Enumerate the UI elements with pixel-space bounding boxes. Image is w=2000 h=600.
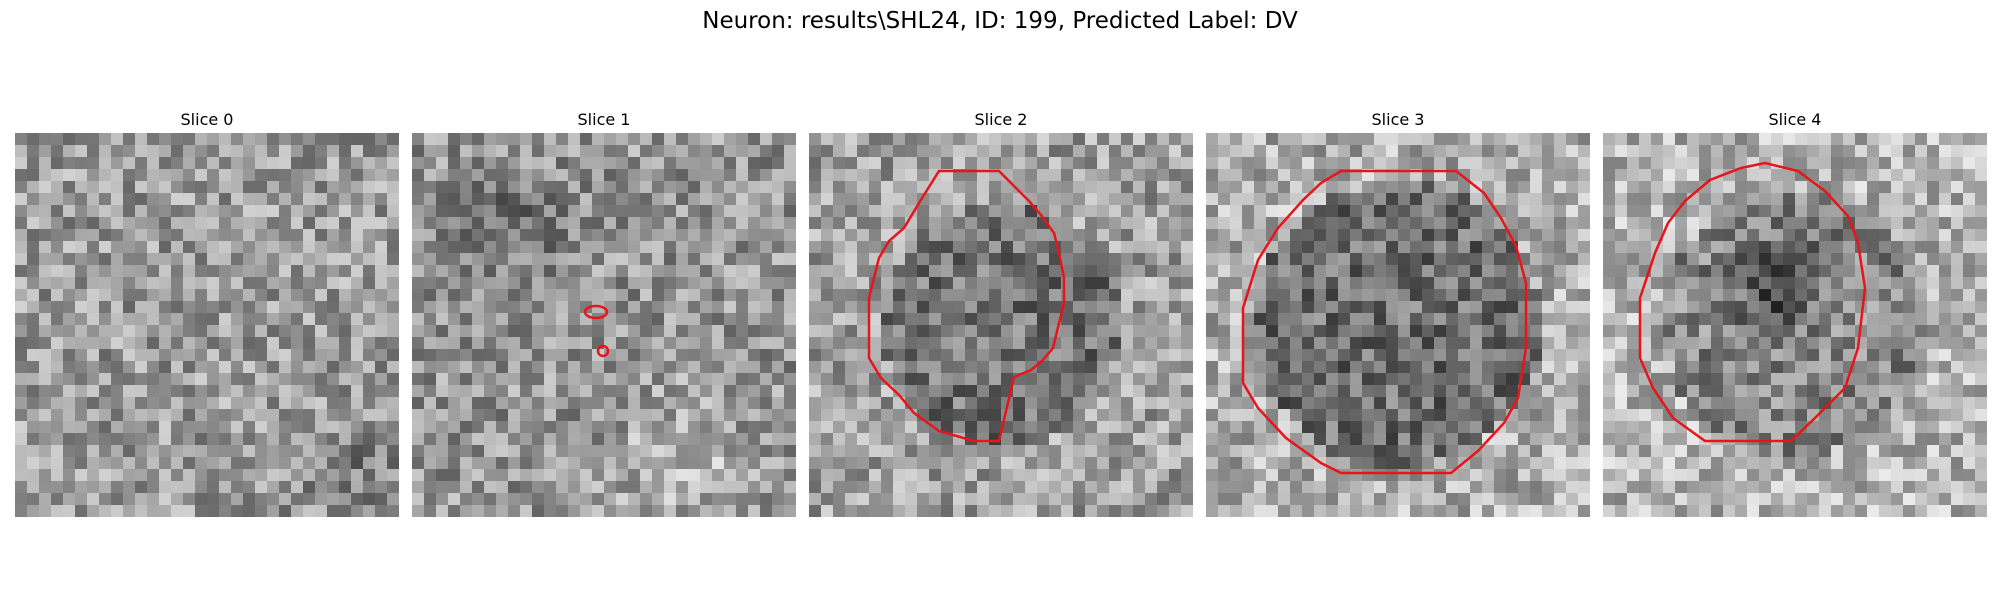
slice-panel-3: Slice 3 [1206,108,1590,517]
slice-panel-2: Slice 2 [809,108,1193,517]
slice-image [1603,133,1987,517]
slice-title: Slice 4 [1768,110,1822,129]
roi-contour [867,169,1066,443]
slice-title: Slice 1 [577,110,631,129]
roi-contour [1241,169,1528,475]
pixel-grid [1206,133,1590,517]
slice-title: Slice 2 [974,110,1028,129]
figure-title: Neuron: results\SHL24, ID: 199, Predicte… [702,8,1298,34]
slice-image [15,133,399,517]
slice-panel-1: Slice 1 [412,108,796,517]
slice-image [412,133,796,517]
slice-panel-0: Slice 0 [15,108,399,517]
roi-contour [1638,161,1867,443]
pixel-grid [809,133,1193,517]
slice-panel-4: Slice 4 [1603,108,1987,517]
slice-title: Slice 3 [1371,110,1425,129]
pixel-grid [412,133,796,517]
slice-image [809,133,1193,517]
slice-image [1206,133,1590,517]
pixel-grid [15,133,399,517]
roi-contour [583,304,610,358]
pixel-grid [1603,133,1987,517]
slice-title: Slice 0 [180,110,234,129]
